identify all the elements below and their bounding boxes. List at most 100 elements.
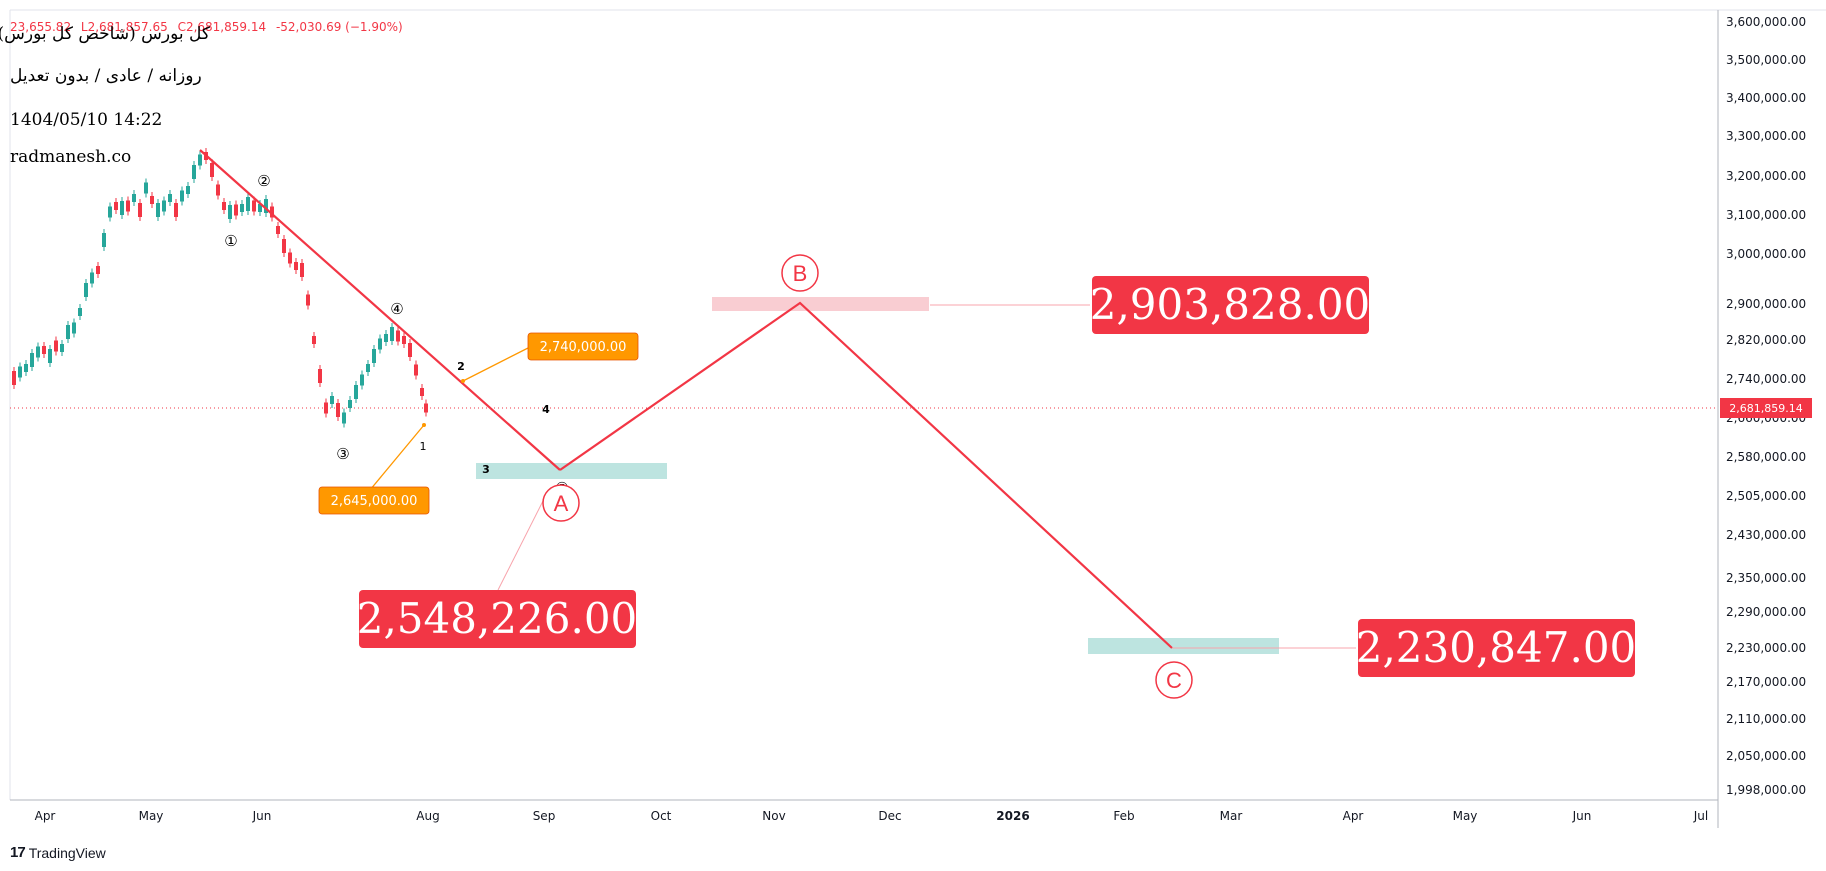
ohlc-low: L2,681,857.65 — [80, 20, 168, 34]
price-label-c[interactable]: 2,230,847.00 — [1356, 619, 1637, 677]
candle-down — [270, 206, 274, 218]
x-tick-label: Apr — [1343, 809, 1364, 823]
candle-up — [48, 349, 52, 363]
y-tick-label: 2,820,000.00 — [1726, 333, 1806, 347]
ohlc-close: C2,681,859.14 — [177, 20, 267, 34]
candle-up — [342, 412, 346, 424]
y-tick-label: 2,170,000.00 — [1726, 675, 1806, 689]
candle-up — [24, 364, 28, 372]
candle-down — [408, 343, 412, 357]
candle-up — [84, 283, 88, 297]
wave-label-4: ④ — [390, 300, 403, 318]
candle-down — [126, 200, 130, 212]
wave-b-marker[interactable]: B — [781, 254, 819, 292]
candle-down — [424, 403, 428, 413]
y-tick-label: 3,000,000.00 — [1726, 247, 1806, 261]
candle-down — [96, 266, 100, 274]
y-tick-label: 2,230,000.00 — [1726, 641, 1806, 655]
y-tick-label: 3,300,000.00 — [1726, 129, 1806, 143]
candle-up — [156, 203, 160, 217]
candle-up — [198, 154, 202, 166]
current-price-tag: 2,681,859.14 — [1720, 398, 1812, 418]
website: radmanesh.co — [10, 147, 132, 167]
wave-a-marker[interactable]: A — [542, 484, 580, 522]
candle-down — [396, 330, 400, 342]
leader-a — [497, 496, 546, 591]
candle-up — [120, 201, 124, 215]
leader-2645000 — [369, 424, 425, 491]
price-axis[interactable]: 3,600,000.00 3,500,000.00 3,400,000.00 3,30… — [1726, 15, 1806, 797]
trendline[interactable] — [199, 149, 561, 471]
candle-up — [390, 327, 394, 341]
x-tick-label: Jun — [252, 809, 272, 823]
zone-b-red — [712, 297, 929, 311]
tradingview-brand: TradingView — [28, 844, 106, 861]
candle-up — [168, 194, 172, 202]
candles — [12, 148, 428, 428]
y-tick-label: 2,580,000.00 — [1726, 450, 1806, 464]
x-tick-label: 2026 — [996, 809, 1029, 823]
candle-down — [12, 371, 16, 385]
candle-up — [240, 204, 244, 212]
candle-up — [378, 338, 382, 350]
y-tick-label: 3,600,000.00 — [1726, 15, 1806, 29]
wave-label-1: ① — [224, 232, 237, 250]
candle-up — [264, 199, 268, 213]
candle-down — [138, 203, 142, 217]
candle-down — [54, 340, 58, 352]
candle-down — [300, 263, 304, 277]
price-label-c-text: 2,230,847.00 — [1356, 623, 1637, 672]
y-tick-label: 1,998,000.00 — [1726, 783, 1806, 797]
candle-up — [258, 204, 262, 212]
candle-up — [228, 205, 232, 219]
candle-down — [294, 262, 298, 270]
candle-up — [372, 349, 376, 363]
zone-a-green — [476, 463, 667, 479]
y-tick-label: 2,740,000.00 — [1726, 372, 1806, 386]
candle-down — [252, 200, 256, 212]
price-label-a[interactable]: 2,548,226.00 — [357, 590, 638, 648]
candle-up — [108, 206, 112, 218]
leader-2740000 — [462, 347, 529, 382]
candle-up — [384, 334, 388, 342]
price-label-b-text: 2,903,828.00 — [1090, 280, 1371, 329]
y-tick-label: 2,430,000.00 — [1726, 528, 1806, 542]
candle-down — [216, 184, 220, 196]
y-tick-label: 2,900,000.00 — [1726, 297, 1806, 311]
price-label-b[interactable]: 2,903,828.00 — [1090, 276, 1371, 334]
candle-up — [354, 385, 358, 399]
tradingview-logo[interactable]: 17 TradingView — [10, 844, 106, 861]
x-tick-label: Jul — [1693, 809, 1708, 823]
callout-2645000[interactable]: 2,645,000.00 — [318, 486, 430, 515]
candle-down — [312, 336, 316, 344]
abc-projection-path[interactable] — [559, 301, 1173, 649]
candle-down — [210, 163, 214, 177]
candle-down — [324, 402, 328, 414]
candle-down — [234, 204, 238, 216]
instrument-title: کل بورس (شاخص کل بورس) — [0, 24, 210, 44]
callout-2740000[interactable]: 2,740,000.00 — [527, 332, 639, 361]
wave-b-label: B — [793, 261, 808, 286]
wave-a-label: A — [554, 491, 569, 516]
candle-down — [42, 346, 46, 354]
y-tick-label: 3,500,000.00 — [1726, 53, 1806, 67]
candle-up — [18, 366, 22, 378]
candle-down — [288, 252, 292, 264]
time-axis[interactable]: Apr May Jun Aug Sep Oct Nov Dec 2026 Feb Mar Apr May… — [35, 809, 1709, 823]
x-tick-label: Aug — [416, 809, 439, 823]
wave-c-label: C — [1166, 668, 1182, 693]
wave-c-marker[interactable]: C — [1155, 661, 1193, 699]
candle-up — [360, 374, 364, 386]
x-tick-label: Mar — [1220, 809, 1243, 823]
subwave-4: 4 — [542, 403, 550, 416]
candle-down — [336, 403, 340, 417]
timestamp: 1404/05/10 14:22 — [10, 110, 163, 130]
x-tick-label: Sep — [533, 809, 556, 823]
x-tick-label: Jun — [1572, 809, 1592, 823]
x-tick-label: Nov — [762, 809, 785, 823]
ohlc-change: -52,030.69 (−1.90%) — [275, 20, 403, 34]
x-tick-label: May — [139, 809, 164, 823]
callout-2645000-label: 2,645,000.00 — [331, 494, 418, 509]
subwave-3: 3 — [482, 463, 490, 476]
